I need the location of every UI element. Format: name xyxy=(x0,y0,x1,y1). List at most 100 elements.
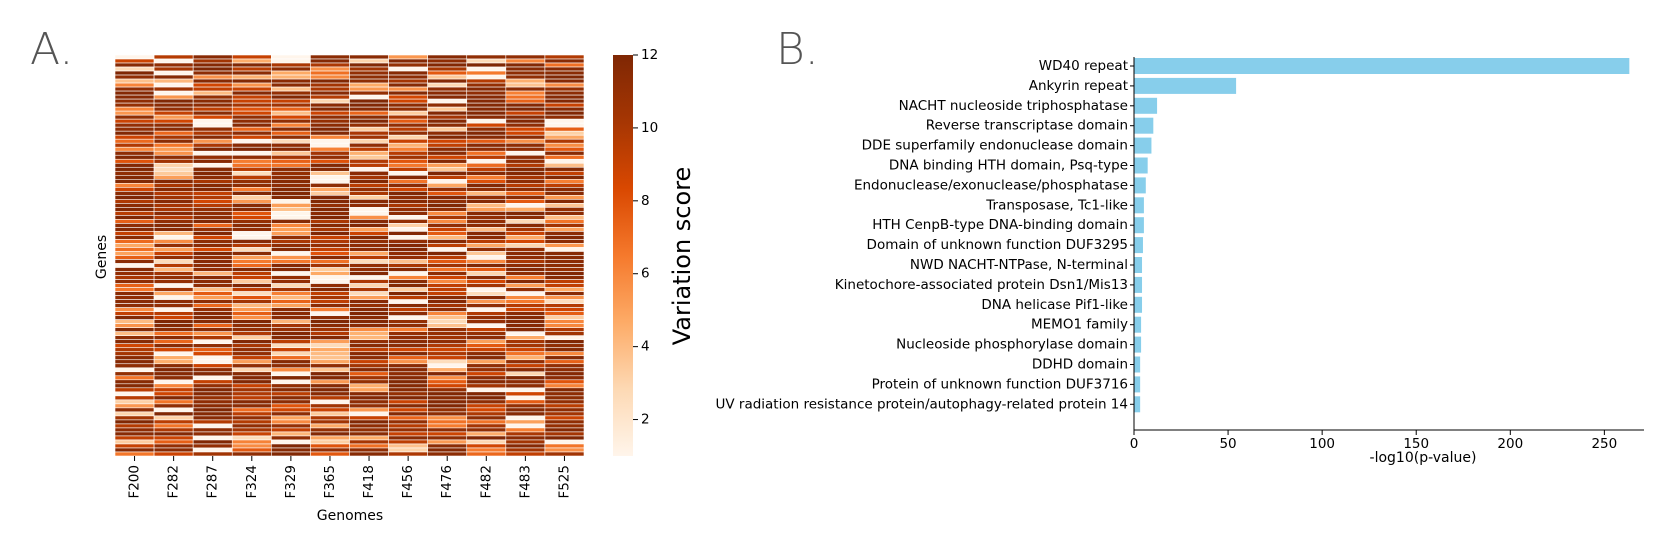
heatmap-cell xyxy=(114,379,155,385)
heatmap-cell xyxy=(153,439,194,445)
heatmap-cell xyxy=(349,359,389,365)
heatmap-cell xyxy=(192,146,233,152)
heatmap-cell xyxy=(466,102,507,108)
heatmap-cell xyxy=(544,271,585,276)
heatmap-cell xyxy=(505,211,546,216)
heatmap-cell xyxy=(153,227,194,232)
heatmap-cell xyxy=(231,90,272,96)
heatmap-cell xyxy=(231,351,272,357)
heatmap-cell xyxy=(388,283,428,288)
heatmap-cell xyxy=(505,439,546,445)
heatmap-cell xyxy=(466,379,507,385)
heatmap-cell xyxy=(505,74,546,80)
heatmap-cell xyxy=(427,134,468,140)
bar-chart: WD40 repeat Ankyrin repeat NACHT nucleosid… xyxy=(715,57,1644,452)
heatmap-cell xyxy=(231,239,272,244)
heatmap-cell xyxy=(310,271,350,276)
heatmap-cell xyxy=(192,435,233,441)
heatmap-cell xyxy=(114,223,155,228)
heatmap-cell xyxy=(388,439,428,445)
heatmap-cell xyxy=(427,383,468,389)
heatmap-cell xyxy=(231,203,272,208)
heatmap-cell xyxy=(153,411,194,417)
heatmap-cell xyxy=(271,327,311,332)
heatmap-cell xyxy=(231,122,272,128)
heatmap-cell xyxy=(192,235,233,240)
heatmap-cell xyxy=(231,295,272,300)
heatmap-cell xyxy=(153,150,194,156)
heatmap-cell xyxy=(310,166,350,172)
heatmap-cell xyxy=(192,154,233,160)
bar xyxy=(1134,197,1144,214)
heatmap-cell xyxy=(271,343,311,349)
heatmap-cell xyxy=(466,351,507,357)
heatmap-cell xyxy=(466,179,507,184)
heatmap-cell xyxy=(544,367,585,373)
heatmap-cell xyxy=(310,118,350,124)
bar xyxy=(1134,58,1630,74)
panel-a-letter: A. xyxy=(30,24,73,75)
heatmap-cell xyxy=(310,203,350,208)
heatmap-cell xyxy=(310,263,350,268)
heatmap-cell xyxy=(427,343,468,349)
heatmap-cell xyxy=(349,283,389,288)
heatmap-cell xyxy=(153,82,194,88)
heatmap-cell xyxy=(114,399,155,405)
heatmap-cell xyxy=(231,207,272,212)
heatmap-cell xyxy=(466,427,507,433)
heatmap-cell xyxy=(388,411,428,417)
heatmap-cell xyxy=(349,86,389,92)
heatmap-cell xyxy=(310,307,350,312)
heatmap-cell xyxy=(349,399,389,405)
heatmap-cell xyxy=(544,351,585,357)
heatmap-cell xyxy=(114,162,155,168)
heatmap-cell xyxy=(114,283,155,288)
heatmap-cell xyxy=(466,451,507,457)
heatmap-cell xyxy=(466,74,507,80)
heatmap-cell xyxy=(349,102,389,108)
bar-category-label: Ankyrin repeat xyxy=(1029,78,1128,94)
heatmap-cell xyxy=(349,118,389,124)
heatmap-cell xyxy=(349,203,389,208)
heatmap-cell xyxy=(388,118,428,124)
heatmap-cell xyxy=(114,86,155,92)
heatmap-cell xyxy=(271,223,311,228)
heatmap-cell xyxy=(310,451,350,457)
heatmap-cell xyxy=(544,411,585,417)
heatmap-cell xyxy=(388,114,428,120)
heatmap-cell xyxy=(153,110,194,116)
heatmap-cell xyxy=(466,134,507,140)
heatmap-cell xyxy=(271,243,311,248)
heatmap-cell xyxy=(388,58,428,64)
heatmap-cell xyxy=(427,363,468,369)
heatmap-cell xyxy=(310,106,350,112)
heatmap-cell xyxy=(192,239,233,244)
heatmap-cell xyxy=(271,311,311,316)
heatmap-cell xyxy=(114,239,155,244)
heatmap-cell xyxy=(153,122,194,128)
heatmap-cell xyxy=(310,399,350,405)
heatmap-cell xyxy=(544,319,585,324)
heatmap-cell xyxy=(153,327,194,332)
heatmap-cell xyxy=(231,443,272,449)
heatmap-cell xyxy=(388,263,428,268)
heatmap-cell xyxy=(505,287,546,292)
heatmap-cell xyxy=(192,323,233,328)
heatmap-cell xyxy=(271,191,311,196)
heatmap-cell xyxy=(271,383,311,389)
heatmap-cell xyxy=(544,299,585,304)
heatmap-cell xyxy=(427,150,468,156)
heatmap-cell xyxy=(153,339,194,345)
heatmap-cell xyxy=(310,110,350,116)
heatmap-cell xyxy=(427,106,468,112)
heatmap-cell xyxy=(388,247,428,252)
heatmap-cell xyxy=(544,387,585,393)
heatmap-cell xyxy=(349,58,389,64)
heatmap-cell xyxy=(271,291,311,296)
heatmap-cell xyxy=(466,58,507,64)
heatmap-cell xyxy=(310,199,350,204)
heatmap-cell xyxy=(544,267,585,272)
heatmap-cell xyxy=(114,179,155,184)
heatmap-cell xyxy=(505,90,546,96)
heatmap-cell xyxy=(153,375,194,381)
